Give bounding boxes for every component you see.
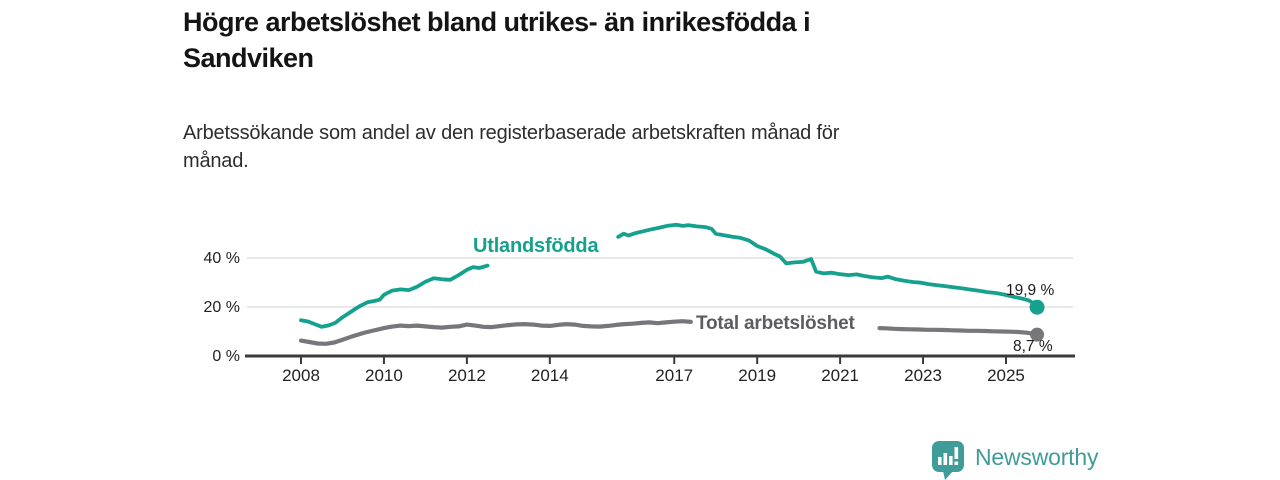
x-axis-label-2025: 2025 — [987, 366, 1025, 385]
series-label-total-arbetsloshet: Total arbetslöshet — [696, 313, 855, 334]
end-value-label-total: 8,7 % — [1013, 338, 1053, 355]
end-value-label-utlandsfodda: 19,9 % — [1006, 282, 1055, 299]
x-axis-label-2010: 2010 — [365, 366, 403, 385]
x-axis-label-2014: 2014 — [530, 366, 569, 385]
series-line-0-seg1 — [616, 222, 1039, 310]
page-title: Högre arbetslöshet bland utrikes- än inr… — [183, 4, 1123, 76]
title-line-1: Högre arbetslöshet bland utrikes- än inr… — [183, 7, 811, 37]
title-line-2: Sandviken — [183, 43, 314, 73]
series-end-dot-1 — [1030, 327, 1045, 342]
y-axis-label-0: 0 % — [212, 348, 240, 365]
x-axis-label-2008: 2008 — [282, 366, 320, 385]
series-end-dot-0 — [1029, 299, 1045, 315]
series-label-utlandsfodda: Utlandsfödda — [473, 235, 599, 257]
series-line-0-seg0 — [299, 263, 490, 329]
x-axis-label-2021: 2021 — [821, 366, 860, 385]
x-axis-label-2019: 2019 — [738, 366, 777, 385]
y-axis-label-40: 40 % — [203, 250, 240, 267]
newsworthy-branding: Newsworthy — [932, 441, 1098, 480]
y-axis-label-20: 20 % — [203, 299, 240, 316]
newsworthy-speech-bubble-bar-chart-icon — [932, 441, 964, 480]
x-axis-label-2012: 2012 — [447, 366, 486, 385]
series-line-1-seg0 — [298, 319, 693, 346]
chart-subtitle: Arbetssökande som andel av den registerb… — [183, 119, 1083, 175]
subtitle-line-1: Arbetssökande som andel av den registerb… — [183, 122, 840, 144]
subtitle-line-2: månad. — [183, 150, 249, 172]
newsworthy-logo-text: Newsworthy — [975, 444, 1099, 470]
series-line-1-seg1 — [877, 326, 1040, 337]
x-axis-label-2017: 2017 — [655, 366, 694, 385]
x-axis-label-2023: 2023 — [904, 366, 942, 385]
